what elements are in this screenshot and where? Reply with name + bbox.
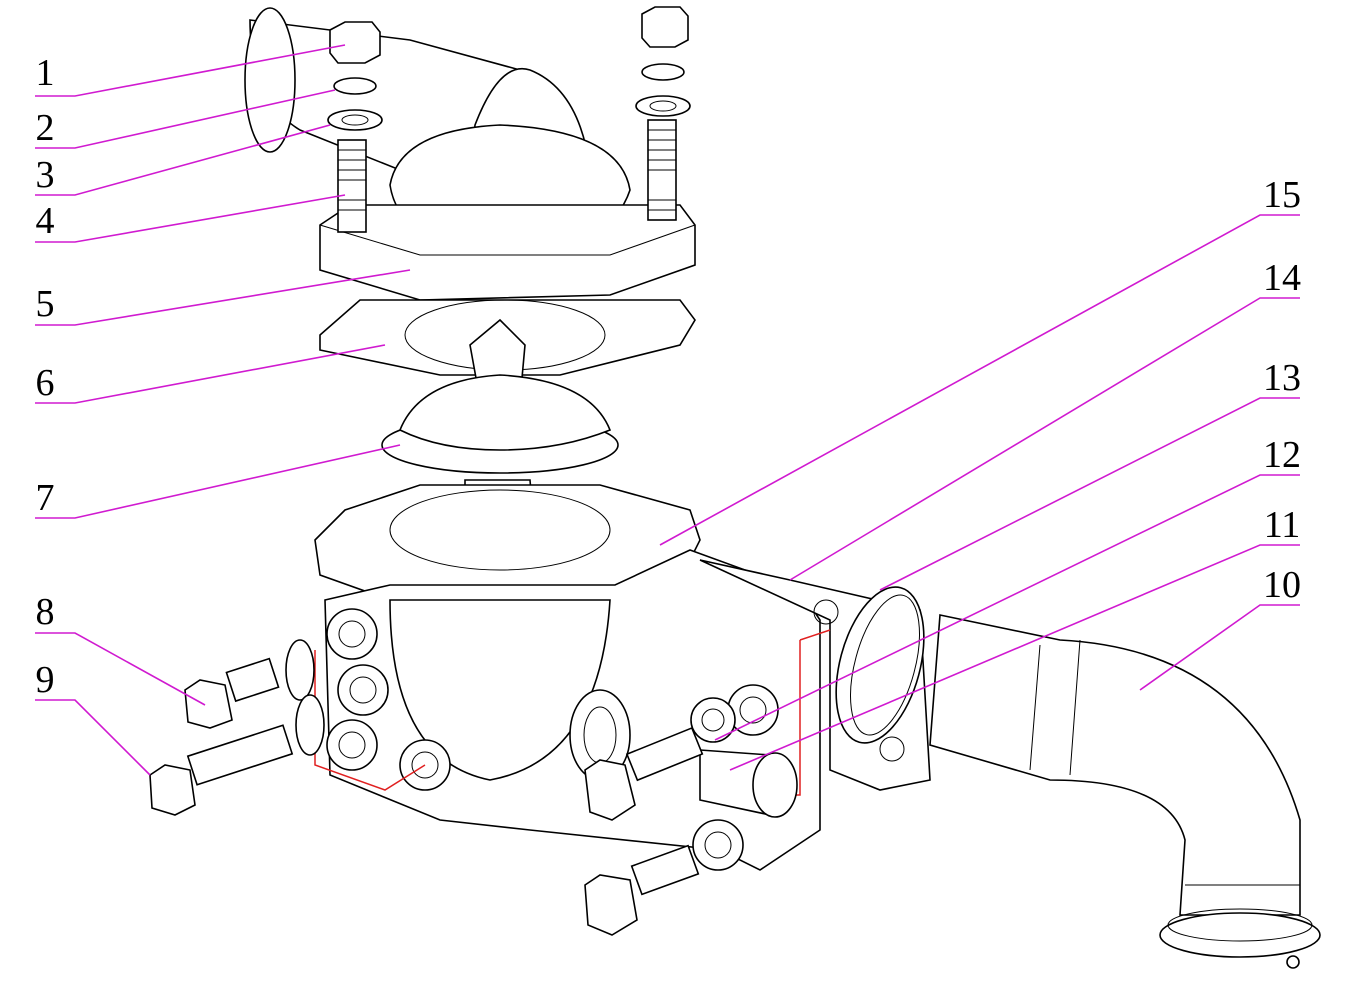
callout-number: 10 [1263, 564, 1301, 606]
callout-number: 14 [1263, 257, 1301, 299]
callout-labels: 1 2 3 4 5 6 7 8 9 10 11 12 13 14 15 [36, 52, 1302, 701]
callout-number: 6 [36, 362, 55, 404]
leader-lines [35, 44, 1300, 776]
callout-number: 5 [36, 283, 55, 325]
callout-number: 2 [36, 107, 55, 149]
callout-number: 13 [1263, 357, 1301, 399]
callout-number: 1 [36, 52, 55, 94]
callout-number: 11 [1264, 504, 1301, 546]
parts [149, 6, 1321, 969]
callout-number: 12 [1263, 434, 1301, 476]
callout-number: 7 [36, 477, 55, 519]
callout-number: 8 [36, 591, 55, 633]
callout-number: 9 [36, 659, 55, 701]
callout-number: 15 [1263, 174, 1301, 216]
callout-number: 4 [36, 200, 55, 242]
pipe-end [244, 7, 296, 153]
callout-number: 3 [36, 154, 55, 196]
